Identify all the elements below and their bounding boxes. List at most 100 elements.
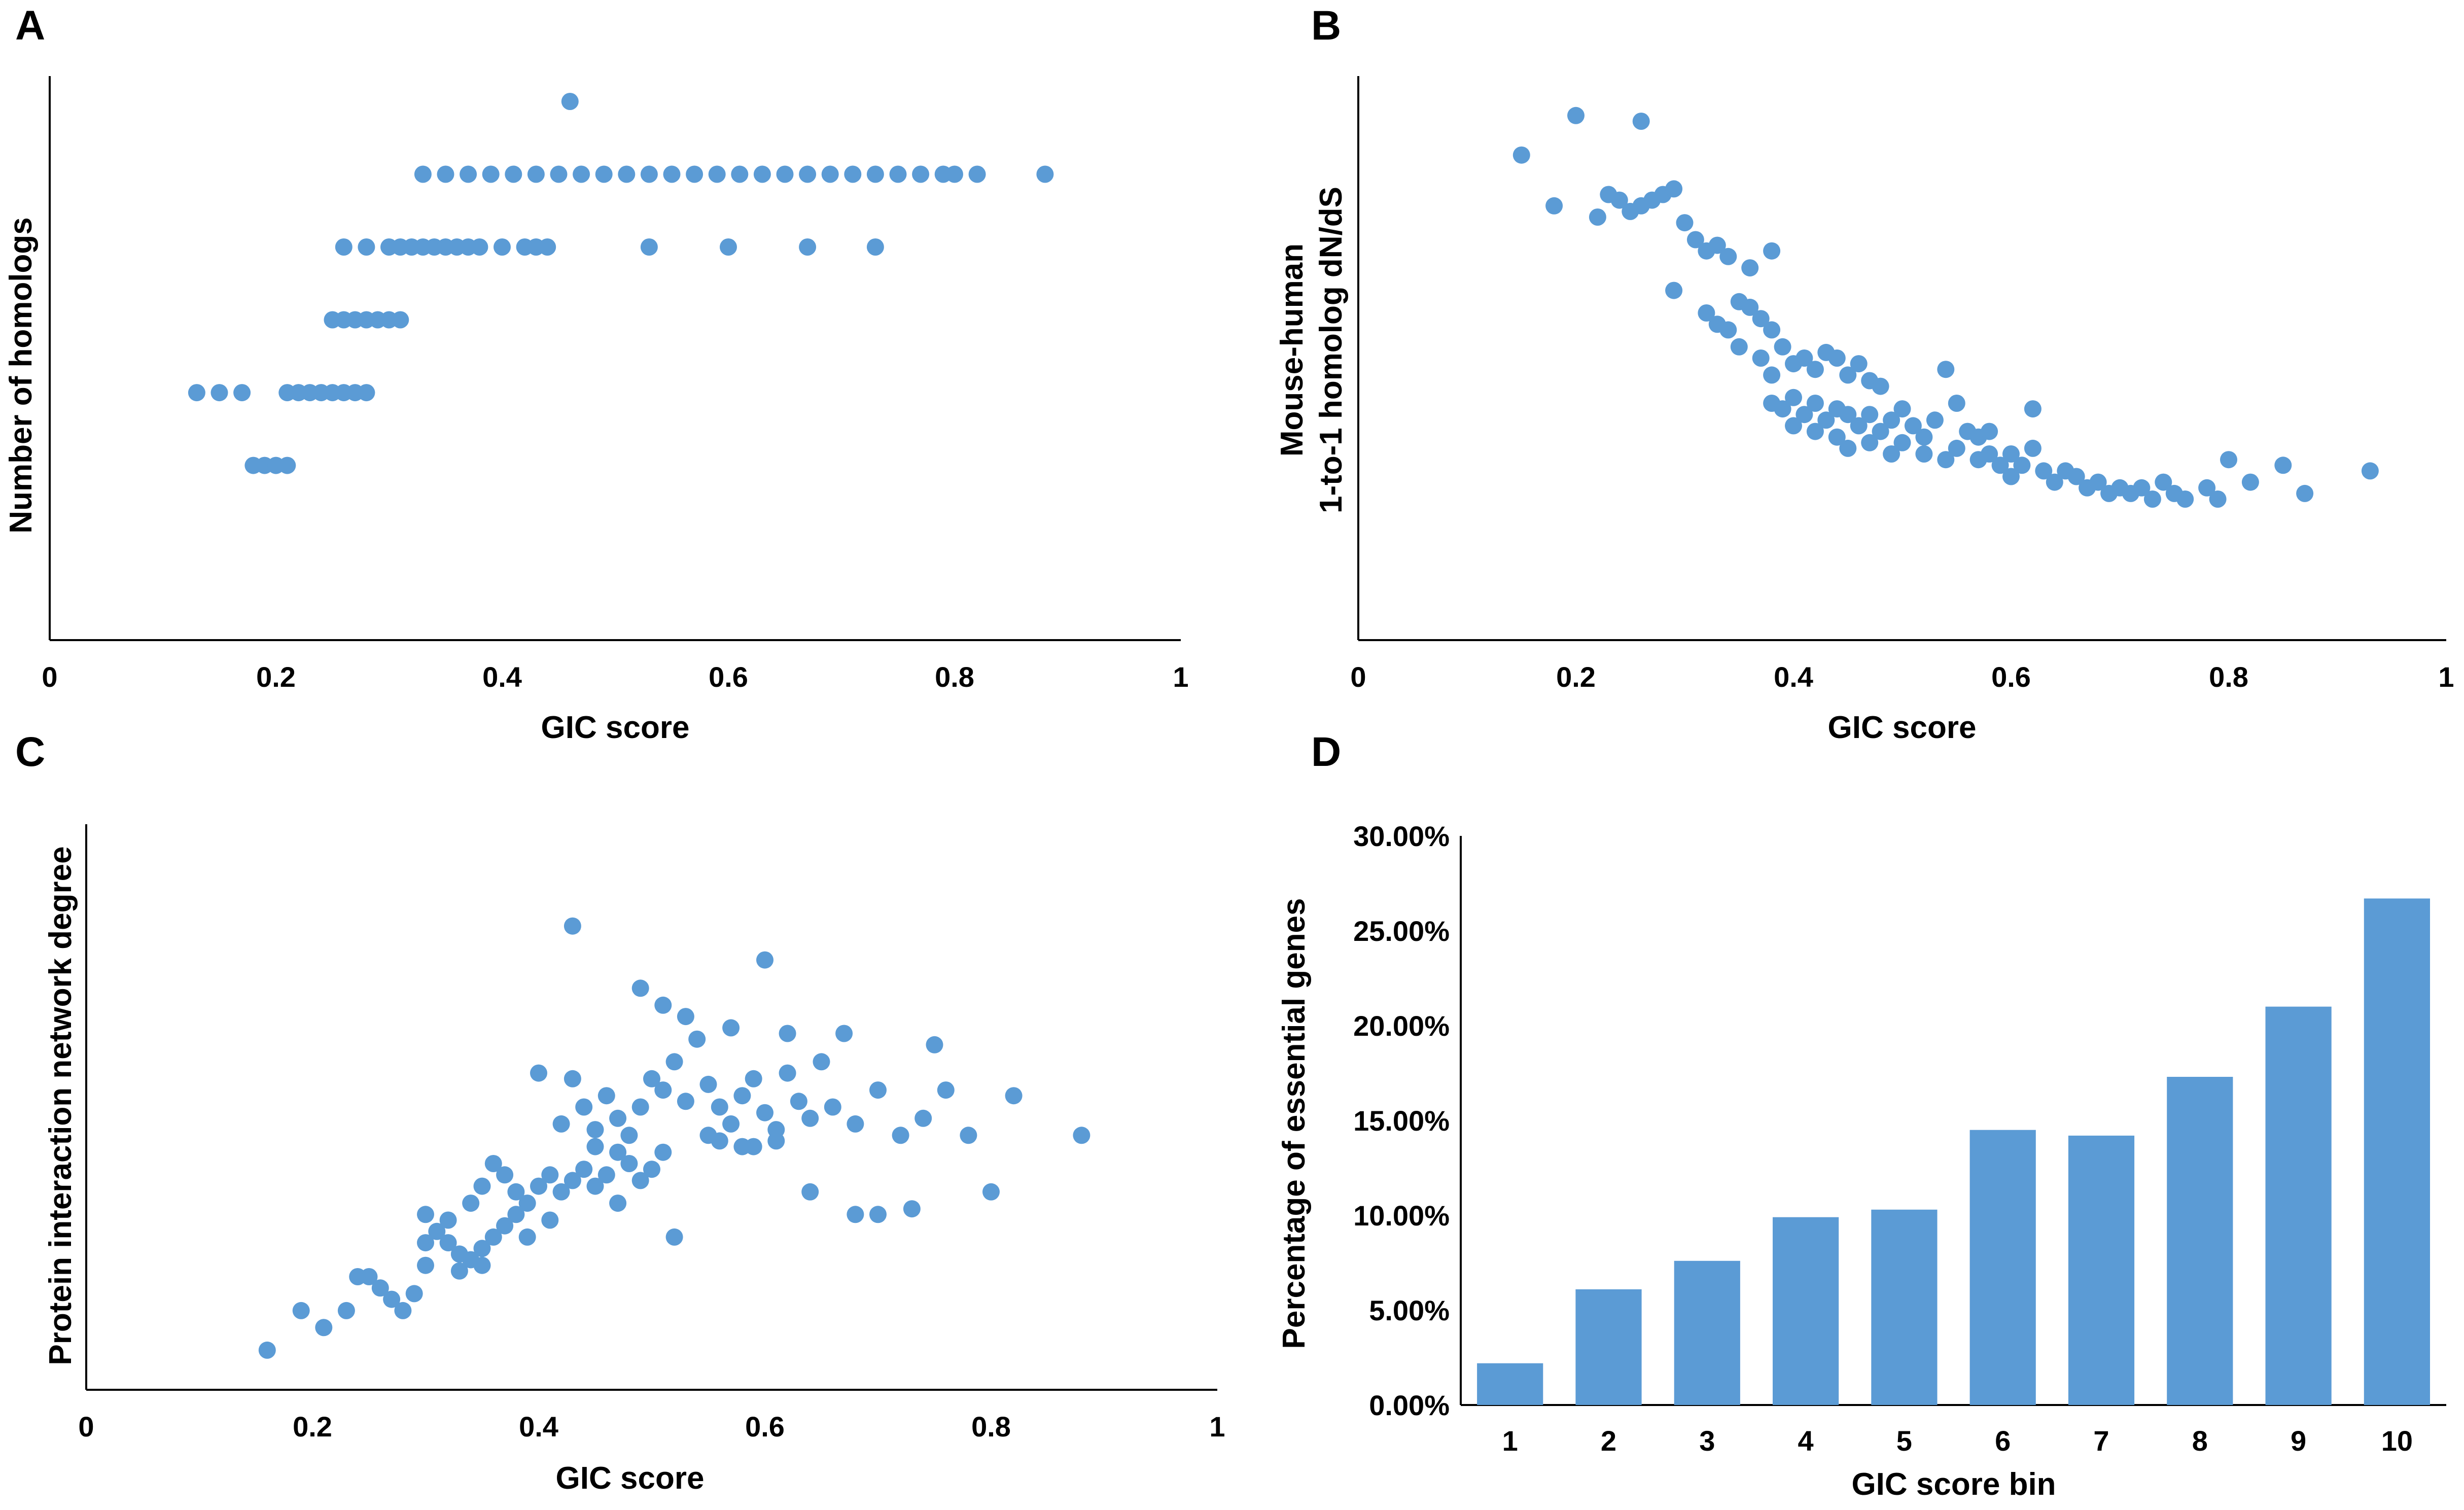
- panel-b-point-93: [2220, 451, 2237, 469]
- panel-a-point-67: [968, 165, 986, 183]
- panel-d-bar-essential-genes: D 0.00%5.00%10.00%15.00%20.00%25.00%30.0…: [1277, 729, 2446, 1502]
- panel-b-point-20: [1665, 282, 1683, 299]
- panel-a-point-54: [686, 165, 703, 183]
- panel-a-point-7: [278, 456, 296, 474]
- panel-b-point-37: [1839, 366, 1857, 384]
- panel-c-point-67: [835, 1025, 853, 1042]
- panel-c-point-50: [643, 1070, 660, 1087]
- panel-b-x-tick-label: 0: [1350, 661, 1366, 693]
- panel-c-point-29: [530, 1177, 547, 1195]
- panel-a-point-62: [866, 165, 884, 183]
- panel-c-point-75: [960, 1127, 977, 1144]
- panel-c-point-13: [428, 1222, 446, 1240]
- panel-d-x-tick-label: 2: [1601, 1425, 1616, 1457]
- panel-c-x-tick-label: 0.4: [519, 1411, 558, 1443]
- panel-d-bar-4: [1773, 1217, 1839, 1405]
- panel-a-point-60: [821, 165, 839, 183]
- panel-b-point-45: [1806, 395, 1824, 412]
- panel-c-point-7: [371, 1279, 389, 1297]
- panel-c-point-71: [903, 1200, 921, 1218]
- panel-b-point-48: [1839, 406, 1857, 424]
- panel-b-point-73: [1991, 456, 2009, 474]
- panel-a-x-tick-labels: 0 0.2 0.4 0.6 0.8 1: [42, 661, 1188, 693]
- panel-a-point-56: [731, 165, 749, 183]
- panel-c-point-30: [541, 1166, 559, 1184]
- panel-a-point-2: [210, 384, 228, 402]
- panel-b-point-40: [1872, 377, 1889, 395]
- panel-c-point-26: [496, 1166, 514, 1184]
- panel-c-point-51: [654, 1081, 672, 1099]
- panel-b-point-5: [1589, 208, 1606, 226]
- panel-c-point-76: [982, 1183, 1000, 1201]
- panel-b-point-78: [2046, 473, 2063, 491]
- panel-b-point-53: [1893, 400, 1911, 418]
- panel-d-bar-2: [1575, 1289, 1642, 1405]
- panel-b-point-88: [2155, 473, 2172, 491]
- panel-a-point-34: [494, 238, 511, 256]
- panel-a-point-48: [550, 165, 568, 183]
- panel-b-point-49: [1850, 417, 1868, 435]
- panel-d-bar-7: [2068, 1135, 2135, 1405]
- panel-a-point-43: [437, 165, 454, 183]
- panel-b-point-100: [1981, 423, 1998, 440]
- panel-c-point-83: [677, 1008, 694, 1026]
- panel-c-point-82: [654, 996, 672, 1014]
- panel-a-x-tick-label: 0.8: [935, 661, 974, 693]
- panel-d-x-tick-label: 10: [2381, 1425, 2413, 1457]
- panel-c-point-28: [518, 1195, 536, 1212]
- panel-b-point-27: [1763, 321, 1781, 339]
- panel-b-point-28: [1730, 338, 1748, 356]
- panel-a-point-63: [889, 165, 907, 183]
- panel-b-point-74: [2002, 445, 2020, 463]
- panel-c-point-2: [292, 1302, 310, 1319]
- panel-b-point-12: [1665, 180, 1683, 198]
- panel-c-point-55: [699, 1075, 717, 1093]
- panel-b-point-16: [1708, 236, 1726, 254]
- panel-c-point-11: [417, 1256, 434, 1274]
- panel-d-y-tick-label: 10.00%: [1353, 1200, 1450, 1232]
- panel-c-point-19: [496, 1217, 514, 1235]
- panel-b-point-75: [2013, 456, 2031, 474]
- panel-b-point-68: [1915, 445, 1933, 463]
- panel-c-point-89: [609, 1195, 627, 1212]
- panel-a-point-41: [866, 238, 884, 256]
- panel-b-point-2: [1567, 107, 1585, 124]
- panel-b-point-4: [1545, 197, 1563, 215]
- panel-d-x-tick-label: 3: [1699, 1425, 1715, 1457]
- panel-c-point-85: [801, 1183, 819, 1201]
- panel-a-point-15: [358, 384, 375, 402]
- panel-c-point-8: [383, 1290, 401, 1308]
- panel-b-point-38: [1850, 355, 1868, 373]
- panel-b-point-56: [1926, 411, 1944, 429]
- panel-c-point-80: [756, 951, 773, 969]
- panel-c-x-tick-label: 0.2: [293, 1411, 332, 1443]
- panel-a-point-33: [471, 238, 488, 256]
- panel-b-point-21: [1698, 304, 1715, 322]
- panel-c-point-64: [801, 1109, 819, 1127]
- panel-a-point-52: [640, 165, 658, 183]
- panel-c-point-42: [552, 1115, 570, 1133]
- panel-c-y-axis-label: Protein interaction network degree: [43, 846, 78, 1365]
- panel-c-point-93: [541, 1211, 559, 1229]
- panel-a-point-53: [663, 165, 681, 183]
- panel-b-point-1: [1512, 146, 1530, 164]
- panel-a-point-23: [335, 238, 353, 256]
- panel-a-point-1: [188, 384, 205, 402]
- panel-a-point-45: [482, 165, 500, 183]
- panel-a-point-61: [844, 165, 862, 183]
- panel-c-point-73: [926, 1036, 943, 1054]
- panel-a-point-39: [720, 238, 737, 256]
- panel-c-point-6: [360, 1268, 378, 1285]
- panel-c-point-78: [1073, 1127, 1090, 1144]
- panel-b-point-98: [2002, 468, 2020, 485]
- panel-c-point-69: [869, 1081, 887, 1099]
- panel-a-x-tick-label: 0.6: [709, 661, 748, 693]
- panel-c-point-20: [507, 1206, 525, 1223]
- panel-b-points: [1512, 107, 2379, 508]
- panel-d-x-tick-label: 5: [1896, 1425, 1912, 1457]
- panel-c-point-34: [586, 1177, 604, 1195]
- panel-b-point-97: [2361, 462, 2379, 480]
- panel-b-point-94: [2241, 473, 2259, 491]
- panel-b-x-tick-label: 0.8: [2209, 661, 2248, 693]
